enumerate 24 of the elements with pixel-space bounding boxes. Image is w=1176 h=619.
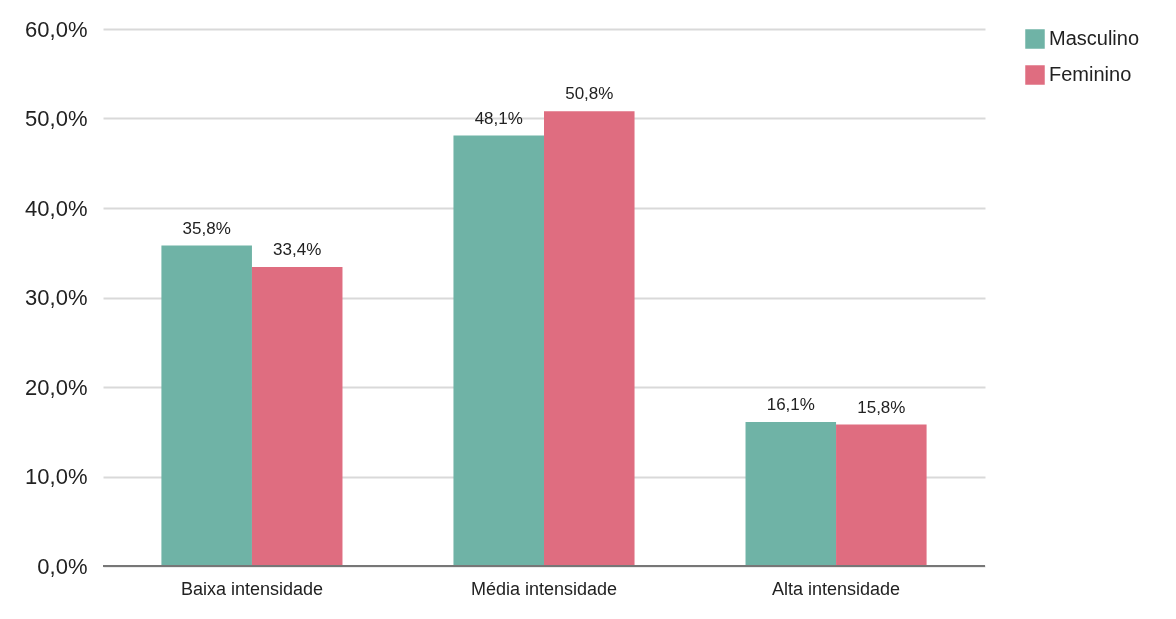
data-label: 15,8% (857, 397, 906, 417)
y-tick-label: 30,0% (25, 285, 88, 310)
data-label: 33,4% (273, 240, 322, 260)
data-label: 16,1% (766, 394, 815, 414)
legend-label: Masculino (1049, 27, 1140, 49)
data-label: 35,8% (182, 218, 231, 238)
legend-label: Feminino (1049, 63, 1132, 85)
y-tick-label: 60,0% (25, 16, 88, 42)
y-tick-label: 20,0% (25, 374, 88, 400)
y-tick-label: 10,0% (25, 464, 88, 489)
bar (161, 245, 252, 566)
x-tick-label: Média intensidade (470, 578, 618, 599)
bar (544, 111, 635, 566)
bar (453, 135, 544, 566)
bar (836, 424, 927, 566)
y-tick-label: 50,0% (25, 106, 88, 131)
data-label: 50,8% (565, 84, 614, 104)
x-tick-label: Baixa intensidade (180, 578, 323, 599)
bar (251, 267, 343, 566)
y-tick-label: 40,0% (25, 195, 88, 221)
bar (745, 421, 837, 566)
x-tick-label: Alta intensidade (772, 578, 901, 599)
data-label: 48,1% (474, 108, 523, 128)
y-tick-label: 0,0% (37, 553, 88, 579)
